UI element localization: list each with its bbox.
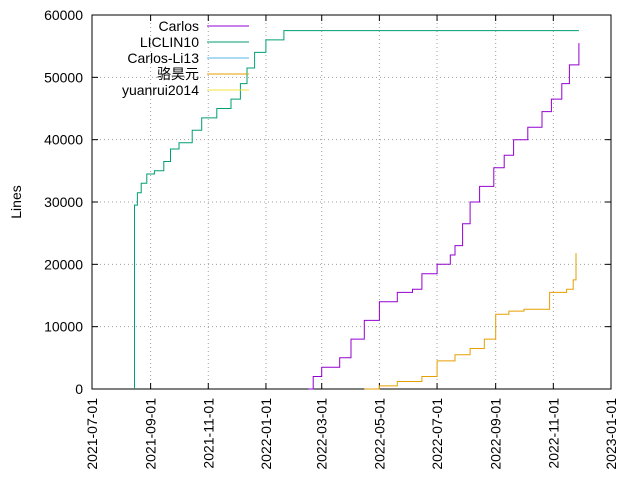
y-tick-label: 40000 (44, 132, 83, 148)
y-tick-label: 10000 (44, 319, 83, 335)
y-tick-label: 30000 (44, 194, 83, 210)
series-line-1 (134, 30, 579, 389)
legend-label: Carlos (159, 18, 199, 34)
series-line-5 (308, 43, 580, 390)
x-tick-label: 2022-09-01 (488, 398, 504, 470)
x-tick-label: 2021-09-01 (143, 398, 159, 470)
legend-label: yuanrui2014 (122, 82, 199, 98)
legend-label: LICLIN10 (140, 34, 199, 50)
x-tick-label: 2021-07-01 (84, 398, 100, 470)
y-axis-title: Lines (8, 185, 24, 218)
axis-ticks: 0 10000 20000 30000 40000 50000 60000 2021-07-0… (44, 7, 619, 470)
series (134, 30, 580, 390)
x-tick-label: 2023-01-01 (603, 398, 619, 470)
series-line-3 (364, 253, 577, 390)
y-tick-label: 20000 (44, 256, 83, 272)
x-tick-label: 2022-07-01 (429, 398, 445, 470)
legend-label: 骆昊元 (157, 66, 199, 82)
y-tick-label: 50000 (44, 69, 83, 85)
y-tick-label: 0 (75, 381, 83, 397)
x-tick-label: 2021-11-01 (200, 398, 216, 469)
legend-label: Carlos-Li13 (127, 50, 199, 66)
y-tick-label: 60000 (44, 7, 83, 23)
x-tick-label: 2022-11-01 (545, 398, 561, 469)
x-tick-label: 2022-03-01 (314, 398, 330, 470)
x-tick-label: 2022-01-01 (258, 398, 274, 470)
x-tick-label: 2022-05-01 (371, 398, 387, 470)
